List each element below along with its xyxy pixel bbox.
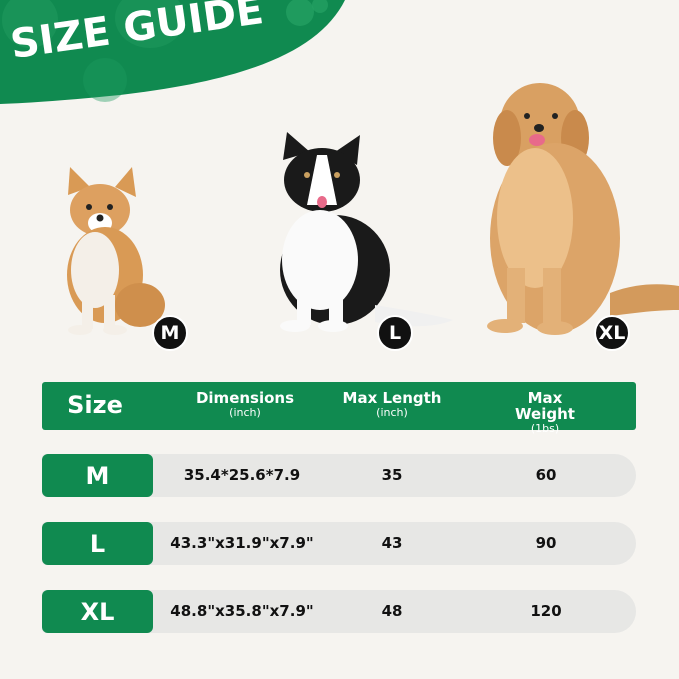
size-badge-l: L: [377, 315, 413, 351]
row-size-label: M: [42, 454, 153, 497]
border-collie-image: [280, 132, 453, 332]
header-dimensions: Dimensions (inch): [195, 389, 295, 419]
header-banner: [0, 0, 345, 104]
header-size: Size: [67, 391, 123, 419]
size-badge-m: M: [152, 315, 188, 351]
row-max-length: 43: [381, 534, 403, 552]
header-max-weight: Max Weight (1bs): [515, 389, 575, 435]
row-dimensions: 35.4*25.6*7.9: [183, 466, 301, 484]
table-row: XL 48.8"x35.8"x7.9" 48 120: [42, 590, 636, 633]
golden-retriever-image: [487, 83, 679, 335]
row-max-length: 35: [381, 466, 403, 484]
table-row: M 35.4*25.6*7.9 35 60: [42, 454, 636, 497]
header-max-length: Max Length (inch): [342, 389, 442, 419]
size-badge-xl: XL: [594, 315, 630, 351]
table-row: L 43.3"x31.9"x7.9" 43 90: [42, 522, 636, 565]
row-size-label: L: [42, 522, 153, 565]
row-size-label: XL: [42, 590, 153, 633]
row-max-weight: 120: [530, 602, 562, 620]
row-max-length: 48: [381, 602, 403, 620]
size-table-header: Size Dimensions (inch) Max Length (inch) M…: [42, 382, 636, 435]
row-dimensions: 43.3"x31.9"x7.9": [170, 534, 314, 552]
row-max-weight: 60: [535, 466, 557, 484]
corgi-image: [67, 167, 165, 335]
row-dimensions: 48.8"x35.8"x7.9": [170, 602, 314, 620]
row-max-weight: 90: [535, 534, 557, 552]
